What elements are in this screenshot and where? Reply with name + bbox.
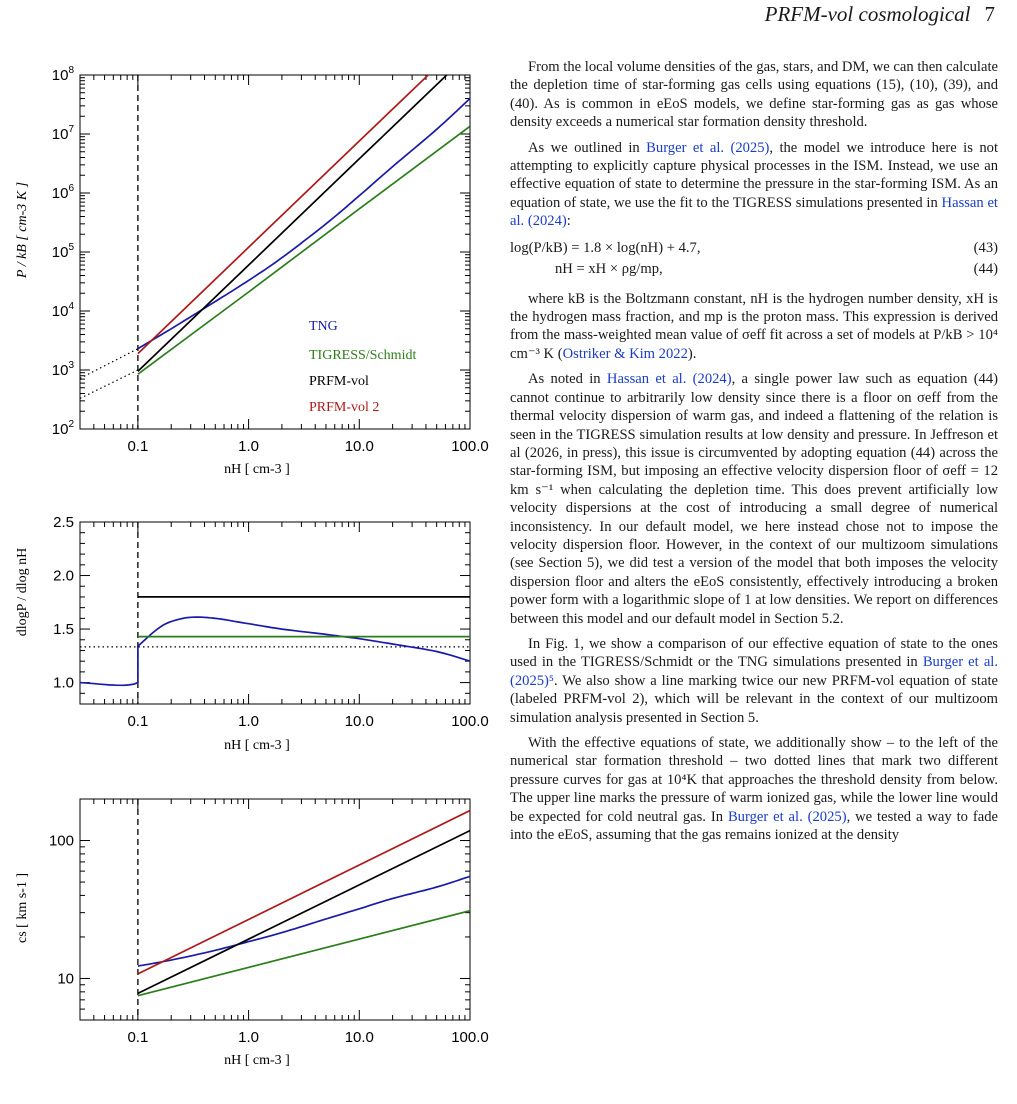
citation-link[interactable]: Hassan et al. (2024)	[510, 194, 998, 230]
x-tick-label: 100.0	[451, 713, 489, 730]
pressure-panel: P / kB [ cm-3 K ] nH [ cm-3 ] TNG TIGRES…	[15, 65, 489, 477]
x-tick-label: 100.0	[451, 438, 489, 455]
x-tick-label: 1.0	[238, 713, 259, 730]
x-tick-label: 1.0	[238, 438, 259, 455]
x-tick-label: 10.0	[345, 1029, 374, 1046]
x-tick-label: 0.1	[127, 1029, 148, 1046]
plot-frame	[79, 74, 471, 430]
figure-1: P / kB [ cm-3 K ] nH [ cm-3 ] TNG TIGRES…	[15, 65, 489, 1068]
x-tick-label: 1.0	[238, 1029, 259, 1046]
paragraph: In Fig. 1, we show a comparison of our e…	[510, 635, 998, 726]
paragraph: With the effective equations of state, w…	[510, 735, 998, 844]
page-number: 7	[984, 2, 996, 26]
legend-prfm-vol: PRFM-vol	[309, 374, 369, 389]
paragraph: where kB is the Boltzmann constant, nH i…	[510, 290, 998, 362]
y-tick-label: 1.5	[53, 621, 74, 638]
y-tick-label: 106	[52, 183, 75, 202]
legend-tigress-schmidt: TIGRESS/Schmidt	[309, 348, 416, 363]
y-axis-label: P / kB [ cm-3 K ]	[15, 182, 30, 279]
paragraph: From the local volume densities of the g…	[510, 59, 998, 131]
y-tick-label: 1.0	[53, 675, 74, 692]
citation-link[interactable]: Burger et al. (2025)	[727, 808, 847, 825]
x-axis-label: nH [ cm-3 ]	[224, 738, 290, 753]
x-tick-label: 100.0	[451, 1029, 489, 1046]
x-tick-label: 10.0	[345, 713, 374, 730]
dotted-reference-line	[80, 348, 139, 379]
x-tick-label: 10.0	[345, 438, 374, 455]
x-tick-label: 0.1	[127, 438, 148, 455]
series-line-tng	[137, 875, 470, 967]
page-header: PRFM-vol cosmological 7	[765, 2, 995, 27]
y-tick-label: 103	[52, 360, 75, 379]
citation-link[interactable]: Hassan et al. (2024)	[606, 371, 732, 388]
equations: log(P/kB) = 1.8 × log(nH) + 4.7, (43) nH …	[510, 238, 998, 280]
y-axis-label: cs [ km s-1 ]	[15, 873, 30, 943]
slope-panel: dlogP / dlog nH nH [ cm-3 ] 0.1 1.0 10.0 10…	[15, 514, 489, 753]
y-tick-label: 100	[49, 833, 74, 850]
citation-link[interactable]: Ostriker & Kim 2022	[562, 345, 688, 362]
y-tick-label: 107	[52, 124, 75, 143]
y-tick-label: 104	[52, 301, 75, 320]
series-line-prfm-vol-2	[137, 75, 430, 355]
y-tick-label: 10	[57, 970, 74, 987]
y-tick-label: 102	[52, 419, 75, 438]
citation-link[interactable]: Burger et al. (2025)⁵	[510, 654, 998, 689]
series-line-tigress-schmidt	[137, 125, 470, 375]
y-axis-label: dlogP / dlog nH	[15, 548, 30, 637]
x-axis-label: nH [ cm-3 ]	[224, 462, 290, 477]
y-tick-label: 108	[52, 65, 75, 84]
citation-link[interactable]: Burger et al. (2025)	[646, 139, 770, 156]
sound-speed-panel: cs [ km s-1 ] nH [ cm-3 ] 0.1 1.0 10.0 100.…	[15, 798, 489, 1068]
equation-44: nH = xH × ρg/mp, (44)	[555, 260, 998, 277]
series-line-prfm-vol	[137, 75, 448, 372]
x-tick-label: 0.1	[127, 713, 148, 730]
body-text: From the local volume densities of the g…	[510, 58, 998, 851]
y-tick-label: 105	[52, 242, 75, 261]
series-line-prfm-vol	[137, 829, 470, 995]
equation-43: log(P/kB) = 1.8 × log(nH) + 4.7, (43)	[510, 239, 998, 256]
dotted-reference-line	[80, 369, 139, 399]
plot-frame	[79, 798, 471, 1021]
y-tick-label: 2.0	[53, 568, 74, 585]
legend-tng: TNG	[309, 319, 338, 334]
x-axis-label: nH [ cm-3 ]	[224, 1053, 290, 1068]
series-line-tigress-schmidt	[137, 909, 470, 997]
plot-frame	[79, 521, 471, 705]
paragraph: As we outlined in Burger et al. (2025), …	[510, 139, 999, 230]
series-line-prfm-vol-2	[137, 809, 470, 975]
running-title: PRFM-vol cosmological	[764, 2, 971, 26]
legend-prfm-vol-2: PRFM-vol 2	[309, 400, 379, 415]
paragraph: As noted in Hassan et al. (2024), a sing…	[510, 371, 999, 627]
series-line-tng	[137, 97, 470, 350]
y-tick-label: 2.5	[53, 514, 74, 531]
series-line-tng	[80, 616, 470, 687]
